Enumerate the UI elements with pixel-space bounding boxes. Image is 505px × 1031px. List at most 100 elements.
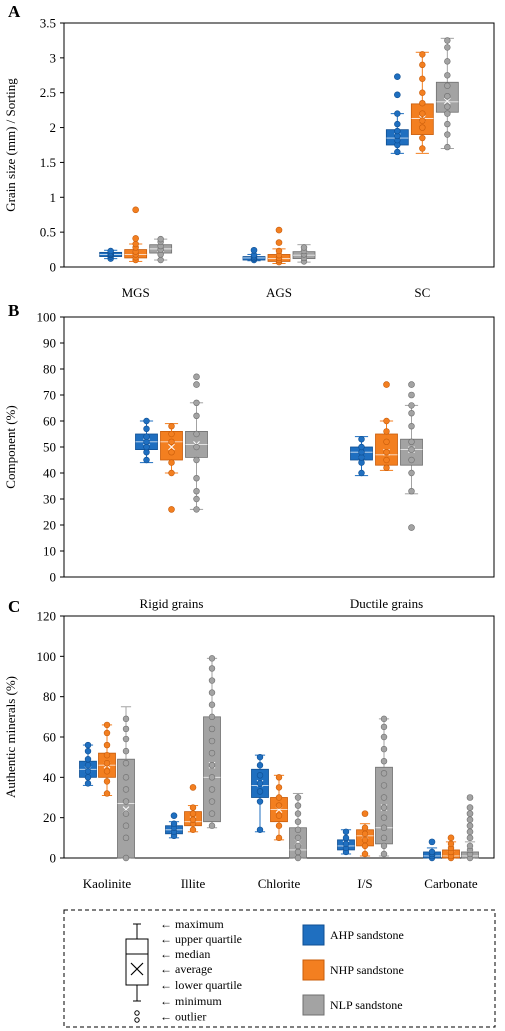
data-point: [103, 721, 111, 729]
y-tick-label: 10: [43, 544, 56, 559]
data-point: [294, 818, 302, 825]
data-point: [208, 689, 216, 696]
box-ahp-carbonate: [423, 838, 441, 862]
data-point: [394, 120, 401, 128]
data-point: [408, 469, 415, 477]
data-point: [275, 812, 283, 819]
data-point: [342, 834, 350, 842]
data-point: [157, 235, 164, 243]
data-point: [275, 834, 283, 842]
data-point: [256, 788, 264, 795]
mean-marker: [168, 443, 175, 451]
legend-swatch: [302, 994, 325, 1016]
x-category-label: Carbonate: [424, 876, 478, 891]
data-point: [294, 794, 302, 801]
data-point: [444, 72, 451, 79]
box-nhp-illite: [184, 784, 202, 833]
data-point: [383, 464, 390, 471]
data-point: [408, 456, 415, 464]
y-tick-label: 60: [43, 414, 56, 429]
y-tick-label: 80: [43, 362, 56, 377]
outlier-point: [275, 226, 283, 234]
outlier-point: [361, 810, 369, 817]
data-point: [143, 456, 150, 464]
x-category-label: SC: [414, 285, 430, 300]
y-tick-label: 90: [43, 336, 56, 351]
box-ahp-chlorite: [251, 753, 269, 833]
data-point: [84, 741, 92, 749]
data-point: [361, 830, 369, 837]
box-nhp-ductile-grains: [375, 381, 398, 471]
chart-panel-b: B 0 10 20 30 40 50 60 70 80 90 100 Component (%) Rigi…: [3, 301, 495, 611]
data-point: [380, 850, 388, 858]
legend-swatch: [302, 959, 325, 981]
data-point: [208, 677, 216, 684]
legend-swatch: [302, 924, 325, 946]
box-nhp-mgs: [124, 206, 148, 264]
y-tick-label: 1.5: [40, 155, 56, 170]
box-ahp-ductile-grains: [350, 436, 373, 477]
x-category-label: Ductile grains: [350, 596, 423, 611]
data-point: [143, 417, 150, 425]
y-axis-label: Component (%): [3, 405, 18, 488]
box-nlp-i-s: [375, 715, 393, 858]
legend-series-label: NLP sandstone: [330, 998, 403, 1012]
data-point: [208, 810, 216, 817]
data-point: [444, 103, 451, 110]
data-point: [383, 456, 390, 464]
y-tick-label: 60: [43, 730, 56, 745]
box-nlp-carbonate: [461, 794, 479, 862]
data-point: [419, 145, 426, 152]
box-nhp-ags: [267, 226, 291, 266]
y-tick-label: 40: [43, 466, 56, 481]
outlier-point: [189, 784, 197, 791]
data-point: [122, 774, 130, 781]
data-point: [84, 755, 92, 763]
data-point: [294, 826, 302, 833]
data-point: [208, 798, 216, 805]
legend-box-label-median: ← median: [160, 947, 210, 961]
legend-box-label-upper-quartile: ← upper quartile: [160, 932, 242, 946]
outlier-point: [168, 506, 175, 513]
data-point: [394, 127, 401, 135]
data-point: [122, 747, 130, 755]
outlier-point: [250, 246, 258, 254]
data-point: [143, 425, 150, 432]
data-point: [419, 89, 426, 96]
data-point: [428, 848, 436, 856]
iqr-box: [117, 758, 135, 859]
outlier-point: [193, 381, 200, 388]
box-nlp-rigid-grains: [185, 373, 208, 513]
data-point: [189, 804, 197, 811]
data-point: [103, 778, 111, 785]
data-point: [208, 762, 216, 769]
data-point: [419, 124, 426, 131]
data-point: [383, 449, 390, 456]
box-nlp-ductile-grains: [400, 381, 423, 531]
data-point: [193, 443, 200, 451]
data-point: [419, 51, 426, 58]
x-category-label: Kaolinite: [83, 876, 132, 891]
outlier-point: [132, 206, 139, 214]
data-point: [419, 99, 426, 107]
box-ahp-i-s: [337, 828, 355, 856]
data-point: [408, 402, 415, 409]
schematic-box: [125, 938, 149, 986]
data-point: [419, 75, 426, 82]
data-point: [419, 134, 426, 142]
y-tick-label: 70: [43, 388, 56, 403]
y-tick-label: 20: [43, 810, 56, 825]
data-point: [122, 760, 130, 767]
data-point: [444, 44, 451, 51]
data-point: [408, 488, 415, 495]
data-point: [208, 786, 216, 793]
box-nhp-rigid-grains: [160, 423, 183, 513]
box-nlp-kaolinite: [117, 706, 135, 862]
outlier-point: [408, 391, 415, 399]
outlier-point: [466, 834, 474, 842]
data-point: [122, 798, 130, 805]
x-category-label: AGS: [266, 285, 292, 300]
legend-box-label-average: ← average: [160, 962, 212, 976]
data-point: [256, 780, 264, 787]
legend-box-schematic: [125, 923, 149, 1023]
